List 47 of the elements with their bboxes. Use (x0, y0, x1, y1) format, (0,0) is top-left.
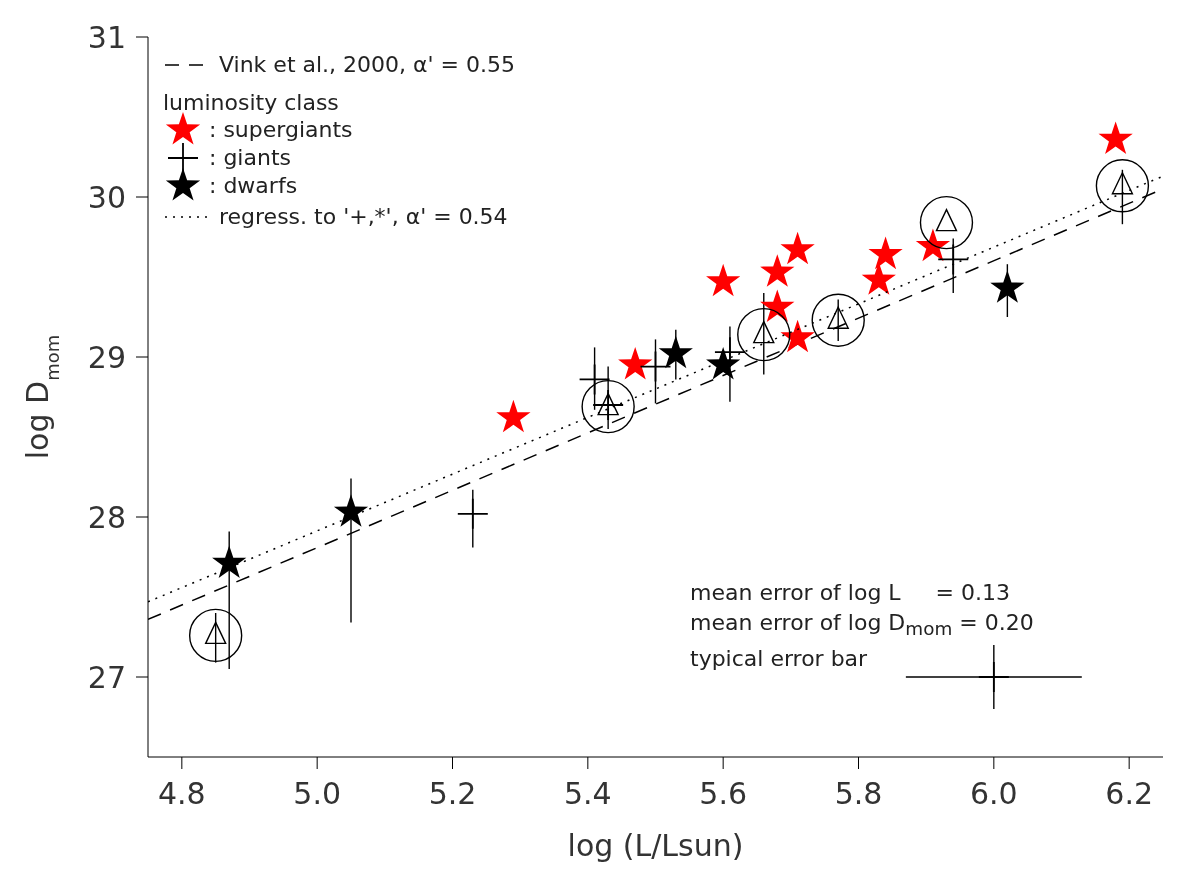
point (760, 254, 795, 287)
legend-label: : dwarfs (209, 173, 298, 199)
legend-label: : supergiants (209, 117, 353, 143)
point (978, 662, 1009, 692)
point (333, 494, 369, 527)
point (990, 270, 1025, 303)
point (868, 236, 903, 270)
point (780, 231, 815, 265)
x-tick-label: 5.0 (293, 776, 342, 812)
point (1098, 121, 1133, 154)
point (581, 379, 635, 434)
point (919, 195, 974, 250)
legend-label: Vink et al., 2000, α' = 0.55 (219, 52, 516, 78)
x-tick-label: 5.8 (834, 776, 883, 812)
y-tick-label: 29 (87, 339, 126, 375)
y-tick-label: 28 (87, 499, 126, 535)
point (780, 319, 815, 353)
point (706, 263, 741, 297)
point (618, 347, 653, 380)
annotation: mean error of log D$_{mom}$ = 0.20 (690, 609, 1034, 642)
x-tick-label: 5.2 (428, 776, 477, 812)
point (861, 262, 896, 295)
y-tick-label: 31 (87, 19, 126, 55)
point (915, 228, 951, 262)
x-tick-label: 6.2 (1105, 776, 1154, 812)
point (496, 399, 531, 433)
point (188, 608, 243, 663)
point (1095, 159, 1150, 213)
point (737, 307, 791, 362)
legend-label: regress. to '+,*', α' = 0.54 (219, 204, 508, 230)
point (658, 335, 693, 369)
x-axis-title: log (L/Lsun) (567, 828, 744, 863)
point (212, 545, 247, 578)
x-tick-label: 4.8 (157, 776, 206, 812)
annotation: mean error of log L = 0.13 (690, 579, 1011, 607)
y-tick-label: 27 (87, 659, 126, 695)
x-tick-label: 6.0 (969, 776, 1018, 812)
legend-title: luminosity class (163, 90, 340, 116)
y-tick-label: 30 (87, 179, 126, 215)
x-tick-label: 5.6 (699, 776, 748, 812)
point (457, 498, 488, 529)
x-tick-label: 5.4 (563, 776, 612, 812)
point (760, 289, 795, 322)
point (811, 293, 865, 347)
point (706, 347, 741, 380)
annotation: typical error bar (690, 645, 869, 674)
legend-label: : giants (209, 145, 291, 171)
